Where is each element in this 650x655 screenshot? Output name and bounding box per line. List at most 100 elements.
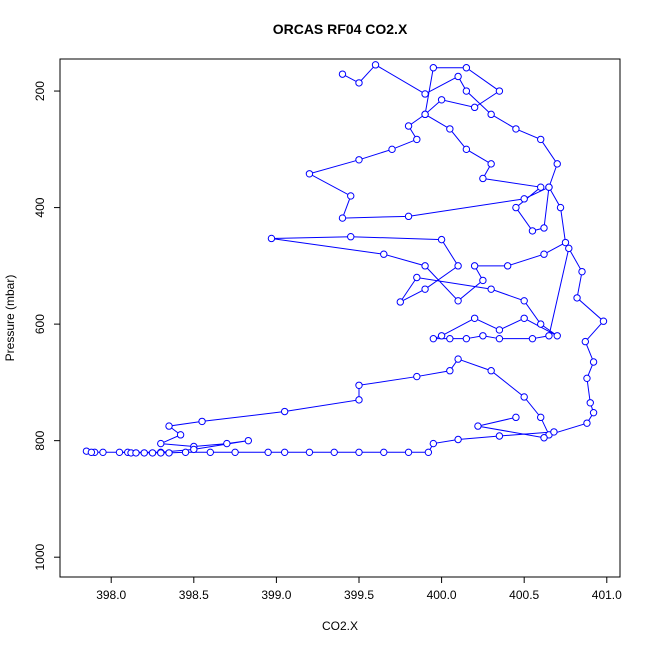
data-point (545, 183, 553, 191)
data-point (305, 448, 314, 457)
data-point (565, 244, 573, 253)
data-point (537, 320, 545, 328)
data-point (495, 334, 504, 343)
data-point (540, 224, 548, 232)
data-point (454, 297, 462, 305)
plot-area (82, 61, 608, 457)
data-point (347, 192, 355, 200)
data-point (198, 417, 206, 426)
x-tick-label: 400.0 (427, 588, 457, 602)
data-point (437, 235, 446, 244)
data-point (223, 439, 231, 448)
data-point (553, 332, 561, 340)
data-point (404, 122, 413, 130)
data-point (388, 145, 396, 154)
data-point (437, 332, 446, 340)
data-point (586, 399, 594, 407)
data-point (470, 314, 479, 322)
data-point (487, 367, 495, 375)
data-point (512, 203, 520, 212)
data-point (165, 422, 173, 430)
data-point (305, 170, 314, 178)
data-point (280, 407, 289, 416)
data-point (429, 64, 438, 72)
data-point (573, 294, 581, 302)
data-point (413, 372, 421, 381)
x-tick-label: 400.5 (509, 588, 539, 602)
data-point (421, 90, 429, 98)
data-point (429, 439, 438, 448)
data-point (512, 413, 520, 422)
data-point (578, 267, 586, 276)
data-point (487, 285, 495, 293)
data-point (355, 156, 363, 164)
data-point (479, 332, 487, 340)
data-point (550, 428, 558, 436)
y-axis-label: Pressure (mbar) (3, 275, 17, 362)
data-point (454, 435, 462, 444)
data-point (495, 326, 504, 334)
data-point (404, 212, 413, 221)
data-point (206, 448, 215, 457)
data-point (264, 448, 272, 457)
data-point (355, 79, 363, 87)
data-point (495, 87, 504, 95)
data-point (148, 449, 157, 457)
data-point (470, 103, 479, 112)
data-point (462, 87, 471, 95)
y-tick-label: 800 (33, 430, 47, 450)
data-point (553, 160, 561, 168)
y-tick-label: 400 (33, 197, 47, 217)
data-point (413, 135, 421, 144)
y-tick-label: 1000 (33, 544, 47, 571)
data-point (176, 431, 185, 439)
data-point (495, 432, 504, 440)
data-point (446, 334, 454, 343)
data-point (454, 262, 462, 270)
data-point (280, 448, 289, 457)
data-point (87, 448, 96, 457)
x-tick-label: 399.5 (344, 588, 374, 602)
y-tick-label: 600 (33, 314, 47, 334)
data-point (454, 355, 462, 363)
data-point (267, 234, 276, 243)
data-point (528, 334, 537, 343)
data-point (537, 183, 545, 191)
data-point (355, 396, 363, 404)
data-point (487, 160, 495, 168)
data-point (413, 273, 421, 282)
data-point (181, 448, 190, 457)
data-point (537, 413, 545, 422)
data-point (462, 334, 471, 343)
data-point (338, 70, 347, 78)
data-point (424, 448, 433, 457)
data-point (520, 195, 528, 203)
data-point (583, 374, 591, 383)
data-point (479, 174, 487, 183)
data-point (99, 448, 107, 457)
data-point (446, 367, 454, 375)
chart-title: ORCAS RF04 CO2.X (273, 21, 408, 37)
data-point (244, 436, 253, 445)
data-point (231, 448, 239, 457)
data-point (540, 250, 548, 258)
data-point (462, 145, 471, 154)
data-point (479, 276, 487, 285)
data-point (165, 449, 173, 457)
data-point (487, 110, 495, 119)
data-point (537, 135, 545, 144)
x-tick-label: 401.0 (592, 588, 622, 602)
data-point (462, 64, 471, 72)
data-point (429, 334, 438, 343)
data-point (371, 61, 380, 69)
data-point (556, 203, 565, 212)
data-point (512, 125, 520, 133)
data-point (396, 298, 404, 306)
data-point (157, 449, 165, 457)
data-point (589, 358, 598, 366)
data-point (520, 314, 528, 322)
x-tick-label: 399.0 (261, 588, 291, 602)
data-point (404, 448, 413, 457)
